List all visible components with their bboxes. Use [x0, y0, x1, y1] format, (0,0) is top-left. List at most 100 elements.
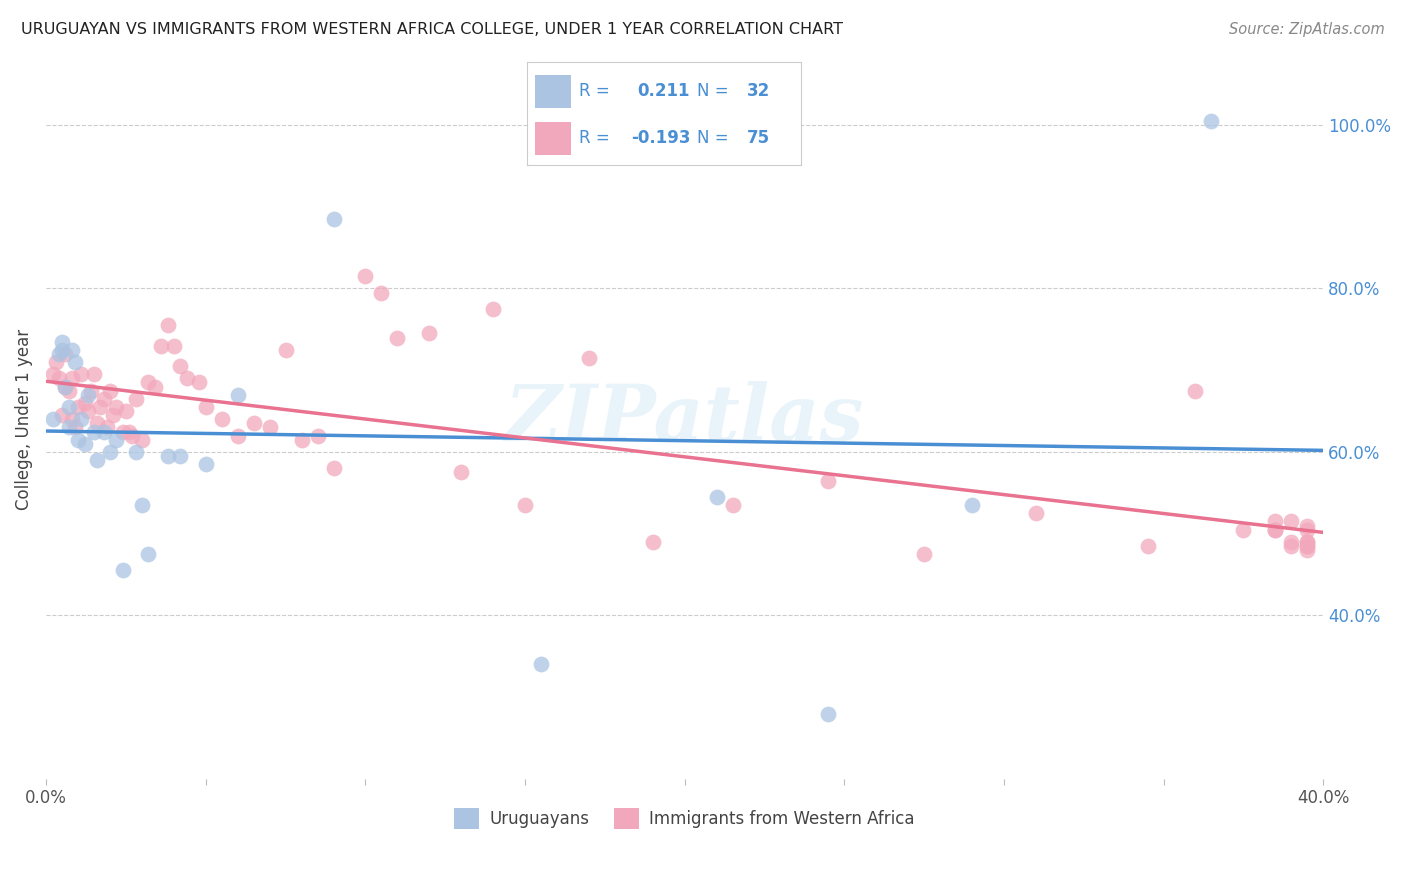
- Point: [706, 490, 728, 504]
- Point: [482, 301, 505, 316]
- Point: [51, 408, 73, 422]
- Point: [93, 425, 115, 439]
- Point: [53, 379, 76, 393]
- Point: [513, 498, 536, 512]
- Point: [817, 706, 839, 721]
- Point: [960, 498, 983, 512]
- Point: [48, 347, 70, 361]
- Point: [51, 343, 73, 357]
- Point: [131, 498, 153, 512]
- Point: [1296, 539, 1319, 553]
- Point: [138, 547, 160, 561]
- Point: [226, 388, 249, 402]
- Point: [307, 428, 329, 442]
- Point: [211, 412, 233, 426]
- Point: [76, 388, 98, 402]
- Point: [98, 445, 121, 459]
- Point: [143, 379, 166, 393]
- Point: [322, 461, 344, 475]
- Point: [1279, 539, 1302, 553]
- Text: -0.193: -0.193: [631, 129, 690, 147]
- Point: [169, 359, 191, 373]
- Point: [1264, 523, 1286, 537]
- Point: [45, 355, 67, 369]
- Point: [124, 392, 146, 406]
- Point: [83, 425, 105, 439]
- Point: [86, 417, 108, 431]
- Point: [1232, 523, 1254, 537]
- Point: [1296, 518, 1319, 533]
- Point: [1136, 539, 1159, 553]
- Point: [103, 408, 125, 422]
- Point: [1201, 114, 1223, 128]
- Point: [188, 376, 211, 390]
- Point: [115, 404, 138, 418]
- Text: R =: R =: [579, 129, 610, 147]
- Text: URUGUAYAN VS IMMIGRANTS FROM WESTERN AFRICA COLLEGE, UNDER 1 YEAR CORRELATION CH: URUGUAYAN VS IMMIGRANTS FROM WESTERN AFR…: [21, 22, 844, 37]
- Text: 0.211: 0.211: [637, 82, 689, 100]
- Point: [124, 445, 146, 459]
- Point: [98, 384, 121, 398]
- Bar: [536, 122, 571, 155]
- Point: [70, 412, 93, 426]
- Point: [53, 379, 76, 393]
- Point: [226, 428, 249, 442]
- Point: [274, 343, 297, 357]
- Point: [912, 547, 935, 561]
- Point: [73, 396, 96, 410]
- Point: [194, 457, 217, 471]
- Text: N =: N =: [697, 129, 728, 147]
- Point: [1296, 543, 1319, 558]
- Point: [93, 392, 115, 406]
- Point: [48, 371, 70, 385]
- Point: [641, 534, 664, 549]
- Point: [80, 384, 103, 398]
- Point: [121, 428, 143, 442]
- Point: [169, 449, 191, 463]
- Point: [131, 433, 153, 447]
- Point: [67, 433, 90, 447]
- Point: [1296, 523, 1319, 537]
- Point: [150, 339, 173, 353]
- Text: 75: 75: [747, 129, 769, 147]
- Point: [76, 404, 98, 418]
- Point: [1296, 534, 1319, 549]
- Point: [53, 347, 76, 361]
- Point: [58, 384, 80, 398]
- Point: [721, 498, 744, 512]
- Point: [67, 400, 90, 414]
- Point: [370, 285, 392, 300]
- Point: [530, 657, 553, 672]
- Text: N =: N =: [697, 82, 728, 100]
- Text: ZIPatlas: ZIPatlas: [505, 381, 865, 458]
- Point: [242, 417, 264, 431]
- Point: [63, 420, 86, 434]
- Point: [58, 400, 80, 414]
- Point: [163, 339, 186, 353]
- Point: [387, 330, 409, 344]
- Point: [194, 400, 217, 414]
- Point: [138, 376, 160, 390]
- Point: [118, 425, 141, 439]
- Point: [450, 466, 472, 480]
- Point: [1025, 506, 1047, 520]
- Point: [1296, 539, 1319, 553]
- Point: [111, 425, 134, 439]
- Point: [60, 343, 83, 357]
- Text: R =: R =: [579, 82, 610, 100]
- Point: [1184, 384, 1206, 398]
- Point: [89, 400, 111, 414]
- Legend: Uruguayans, Immigrants from Western Africa: Uruguayans, Immigrants from Western Afri…: [447, 802, 921, 835]
- Point: [1296, 534, 1319, 549]
- Point: [354, 269, 377, 284]
- Point: [418, 326, 440, 341]
- Point: [1264, 523, 1286, 537]
- Point: [60, 412, 83, 426]
- Point: [1279, 534, 1302, 549]
- Point: [156, 449, 179, 463]
- Point: [259, 420, 281, 434]
- Point: [322, 212, 344, 227]
- Point: [578, 351, 600, 365]
- Point: [105, 400, 128, 414]
- Point: [70, 368, 93, 382]
